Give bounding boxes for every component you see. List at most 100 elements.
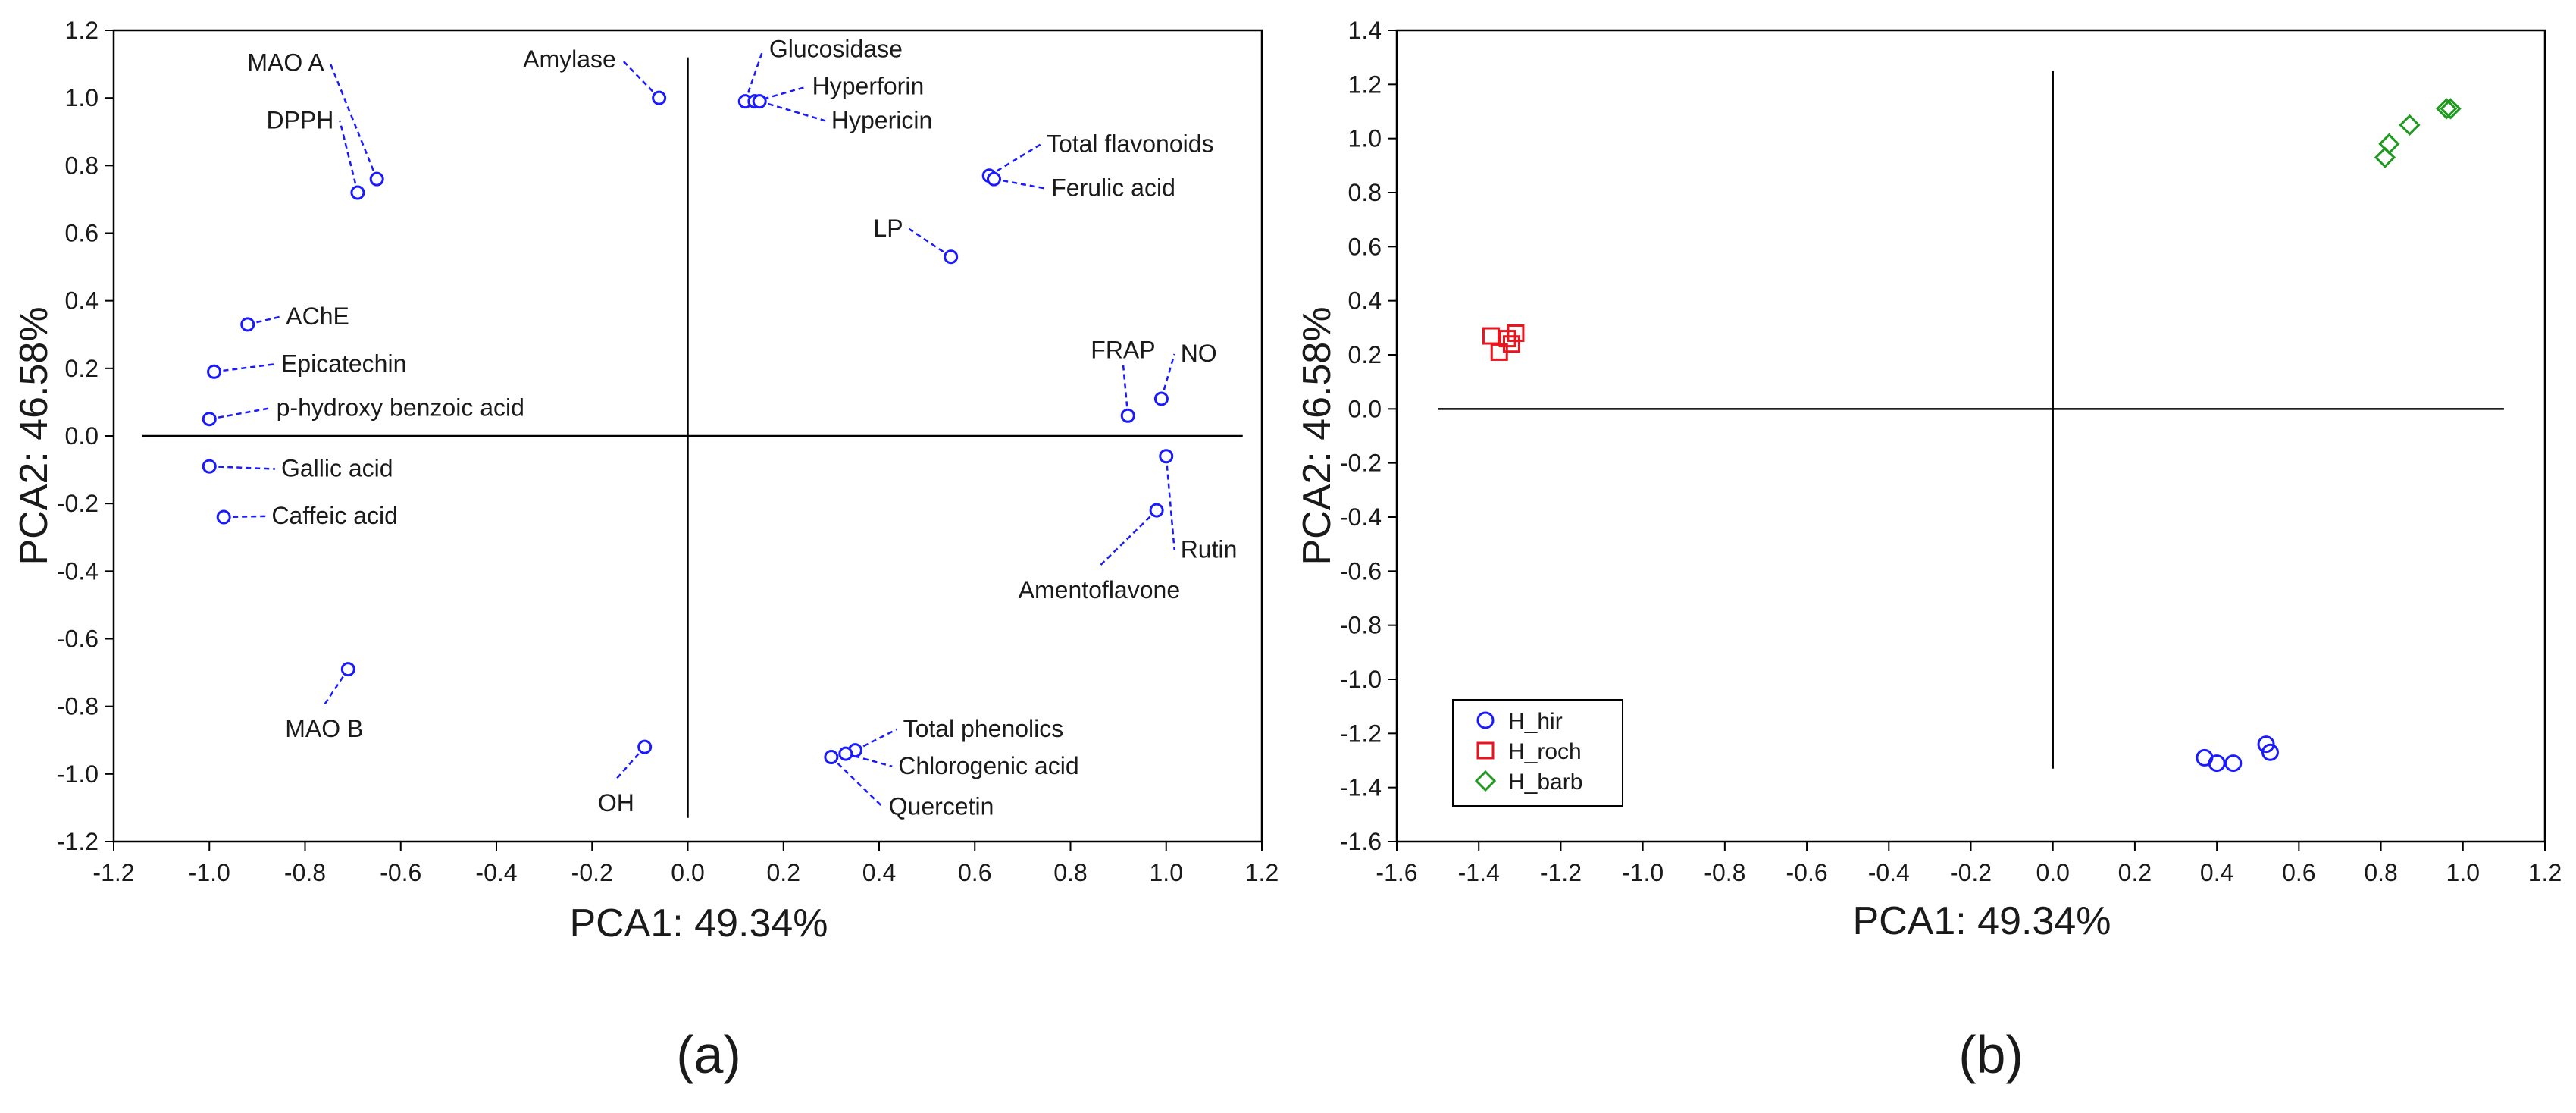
x-tick-label: 0.6 bbox=[2282, 859, 2315, 886]
x-tick-label: -0.8 bbox=[284, 859, 326, 886]
panel-label-a: (a) bbox=[676, 1025, 741, 1084]
point-label: Hyperforin bbox=[812, 73, 925, 100]
x-tick-label: 0.8 bbox=[1053, 859, 1087, 886]
variable-point bbox=[202, 412, 217, 427]
x-tick-label: -0.6 bbox=[1786, 859, 1828, 886]
point-label: FRAP bbox=[1091, 336, 1155, 363]
chart-panel-a: -1.2 -1.0 -0.8 -0.6 -0.4 -0.2 0.0 0.2 0.4 0.6 0.8 1… bbox=[12, 17, 1279, 1084]
y-tick-label: 1.0 bbox=[1348, 125, 1382, 152]
point-label: Quercetin bbox=[889, 792, 994, 820]
point-label: Total flavonoids bbox=[1047, 130, 1214, 158]
y-axis-label-b: PCA2: 46.58% bbox=[1295, 306, 1339, 565]
y-tick-label: -0.6 bbox=[57, 625, 99, 653]
variable-point bbox=[240, 317, 255, 332]
x-tick-label: -1.6 bbox=[1376, 859, 1417, 886]
leader-line bbox=[615, 746, 646, 780]
x-tick-label: -0.8 bbox=[1704, 859, 1745, 886]
x-axis-label-a: PCA1: 49.34% bbox=[569, 901, 828, 945]
y-tick-label: -0.6 bbox=[1340, 557, 1382, 585]
y-tick-label: 0.6 bbox=[1348, 233, 1382, 260]
leader-line bbox=[329, 63, 378, 180]
point-label: p-hydroxy benzoic acid bbox=[277, 393, 524, 421]
y-tick-label: 0.2 bbox=[1348, 341, 1382, 368]
variable-point bbox=[824, 750, 839, 765]
x-axis-label-b: PCA1: 49.34% bbox=[1852, 899, 2111, 943]
leader-line bbox=[1098, 509, 1157, 567]
y-tick-label: -1.2 bbox=[57, 828, 99, 855]
y-tick-labels-b: -1.6 -1.4 -1.2 -1.0 -0.8 -0.6 -0.4 -0.2 0.0 0.2 0.… bbox=[1340, 17, 1397, 855]
sample-point bbox=[2224, 754, 2243, 773]
legend-label: H_barb bbox=[1508, 770, 1582, 795]
x-tick-label: -1.2 bbox=[92, 859, 134, 886]
y-tick-label: 1.2 bbox=[65, 17, 99, 44]
point-label: MAO A bbox=[247, 49, 324, 77]
variable-point bbox=[652, 90, 667, 105]
x-tick-label: 1.0 bbox=[1150, 859, 1183, 886]
y-tick-label: 0.6 bbox=[65, 220, 99, 247]
x-tick-label: -0.6 bbox=[380, 859, 421, 886]
x-tick-label: -0.4 bbox=[475, 859, 517, 886]
point-labels-a: MAO A DPPH Amylase Glucosidase Hyperforin Hyp… bbox=[247, 36, 1237, 820]
zero-axes-a bbox=[142, 57, 1243, 818]
legend-marker bbox=[1474, 770, 1497, 792]
x-tick-label: 0.0 bbox=[2036, 859, 2069, 886]
leader-line bbox=[339, 120, 359, 193]
leader-line bbox=[1165, 456, 1175, 550]
variable-point bbox=[1153, 391, 1169, 406]
y-tick-label: -1.0 bbox=[57, 760, 99, 788]
x-tick-label: 0.4 bbox=[2200, 859, 2233, 886]
point-label: LP bbox=[873, 215, 903, 242]
variable-point bbox=[202, 459, 217, 474]
variable-point bbox=[637, 739, 653, 754]
x-tick-labels-a: -1.2 -1.0 -0.8 -0.6 -0.4 -0.2 0.0 0.2 0.4 0.6 0.8 1… bbox=[92, 842, 1279, 886]
points-b bbox=[1482, 98, 2462, 773]
sample-point bbox=[2436, 98, 2458, 120]
leader-line bbox=[831, 756, 884, 808]
leader-line bbox=[247, 315, 280, 326]
x-tick-label: 0.2 bbox=[2118, 859, 2152, 886]
x-tick-label: 0.8 bbox=[2364, 859, 2397, 886]
variable-point bbox=[350, 185, 365, 200]
sample-point bbox=[1507, 324, 1525, 342]
variable-point bbox=[1159, 449, 1174, 464]
leader-line bbox=[224, 515, 266, 519]
chart-panel-b: -1.6 -1.4 -1.2 -1.0 -0.8 -0.6 -0.4 -0.2 0.0 0.2 0.… bbox=[1295, 17, 2562, 1084]
variable-point bbox=[987, 171, 1001, 187]
variable-point bbox=[752, 94, 767, 109]
y-tick-label: 1.4 bbox=[1348, 17, 1382, 44]
leader-line bbox=[209, 465, 275, 470]
x-tick-label: -1.0 bbox=[1622, 859, 1664, 886]
x-tick-label: 0.0 bbox=[671, 859, 704, 886]
y-tick-label: 0.4 bbox=[1348, 287, 1382, 315]
variable-point bbox=[369, 171, 384, 187]
x-tick-label: -1.2 bbox=[1540, 859, 1582, 886]
y-tick-labels-a: -1.2 -1.0 -0.8 -0.6 -0.4 -0.2 0.0 0.2 0.4 0.6 0.8 1… bbox=[57, 17, 114, 855]
point-label: Gallic acid bbox=[281, 455, 393, 482]
leader-lines-a bbox=[209, 49, 1175, 808]
point-label: OH bbox=[598, 789, 634, 817]
sample-point bbox=[2399, 114, 2421, 136]
y-tick-label: -1.4 bbox=[1340, 774, 1382, 801]
point-label: Total phenolics bbox=[903, 715, 1064, 742]
legend-label: H_hir bbox=[1508, 709, 1563, 734]
point-label: Ferulic acid bbox=[1051, 174, 1175, 201]
point-label: Amylase bbox=[523, 45, 616, 73]
point-label: DPPH bbox=[266, 106, 333, 133]
y-tick-label: 0.2 bbox=[65, 355, 99, 382]
point-label: AChE bbox=[286, 303, 349, 330]
point-label: Epicatechin bbox=[281, 350, 406, 377]
panel-label-b: (b) bbox=[1958, 1025, 2024, 1084]
variable-point bbox=[340, 662, 355, 677]
x-tick-label: -0.2 bbox=[571, 859, 613, 886]
x-tick-label: 1.2 bbox=[1245, 859, 1279, 886]
y-tick-label: -0.8 bbox=[57, 693, 99, 720]
variable-point bbox=[838, 746, 853, 761]
legend-label: H_roch bbox=[1508, 739, 1582, 764]
x-tick-label: -1.0 bbox=[189, 859, 230, 886]
y-tick-label: -1.6 bbox=[1340, 828, 1382, 855]
point-label: Glucosidase bbox=[769, 36, 903, 63]
sample-point bbox=[2208, 754, 2226, 773]
